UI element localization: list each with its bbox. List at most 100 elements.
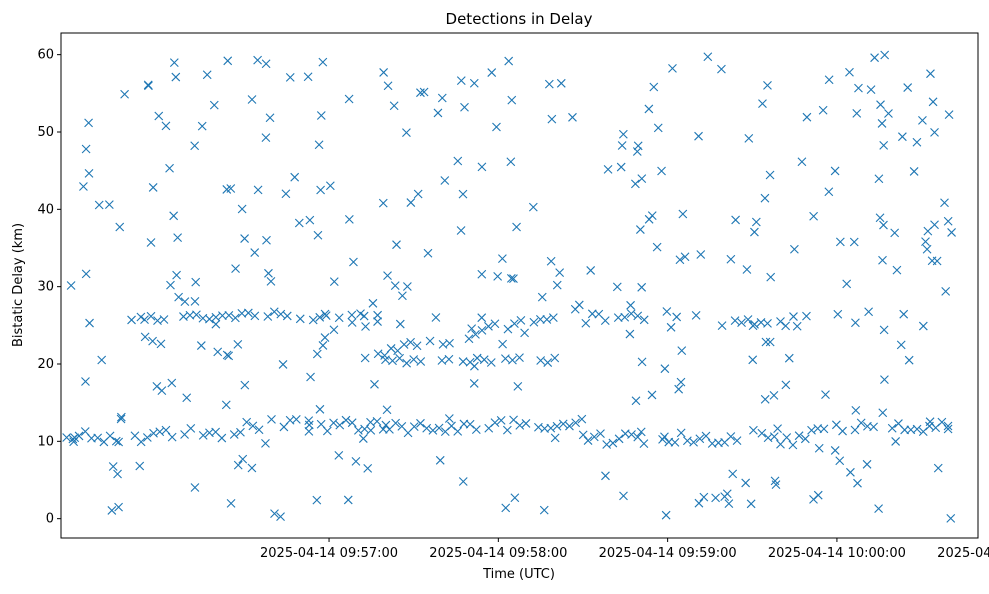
detection-point (626, 309, 636, 319)
detection-point (760, 394, 770, 404)
detection-point (172, 270, 181, 280)
detection-point (660, 364, 670, 374)
detection-point (682, 436, 692, 446)
detection-point (498, 339, 508, 349)
detection-point (395, 353, 404, 363)
x-tick-label: 2025-04-14 10:01:00 (937, 546, 989, 561)
detection-point (508, 355, 517, 365)
detection-point (378, 424, 388, 434)
detection-point (186, 424, 196, 433)
detection-point (547, 114, 557, 124)
detection-point (830, 166, 840, 176)
detection-point (269, 307, 279, 317)
detection-point (501, 354, 510, 364)
detection-point (270, 509, 279, 518)
detection-point (402, 128, 411, 138)
detection-point (878, 255, 887, 265)
detection-point (769, 391, 779, 400)
detection-point (923, 226, 933, 236)
detection-point (946, 513, 956, 523)
detection-point (928, 97, 938, 107)
detection-point (460, 102, 469, 112)
detection-point (254, 425, 264, 435)
detection-point (633, 311, 643, 321)
detection-point (878, 408, 888, 418)
detection-point (479, 355, 489, 365)
detection-point (81, 144, 91, 154)
detection-point (329, 418, 338, 428)
detection-point (358, 434, 368, 443)
y-tick-label: 30 (37, 280, 54, 295)
detection-point (412, 341, 422, 351)
detection-point (851, 318, 860, 328)
detection-point (639, 315, 649, 325)
detection-point (925, 417, 935, 427)
detection-point (113, 469, 122, 479)
detection-point (218, 311, 227, 321)
detection-point (456, 226, 466, 235)
detection-point (782, 433, 792, 442)
detection-point (391, 418, 401, 428)
detection-point (784, 353, 794, 363)
detection-point (726, 254, 736, 264)
detection-point (809, 211, 818, 221)
detection-point (329, 325, 339, 335)
detection-point (209, 100, 219, 110)
detection-point (229, 430, 239, 439)
detection-point (422, 423, 432, 433)
detection-point (433, 108, 443, 118)
detection-point (435, 455, 445, 465)
detection-point (849, 237, 859, 247)
detection-point (711, 493, 720, 503)
detection-point (802, 311, 811, 321)
detection-point (510, 319, 519, 329)
detection-point (746, 499, 756, 509)
detection-point (918, 321, 928, 331)
detection-point (146, 311, 156, 321)
detection-point (866, 85, 876, 94)
detection-point (742, 265, 752, 274)
detection-point (419, 87, 429, 97)
detection-point (909, 167, 919, 176)
detection-point (222, 185, 232, 194)
detection-point (154, 111, 164, 121)
detection-point (818, 105, 828, 115)
detection-point (565, 421, 574, 431)
detection-point (93, 433, 103, 443)
detection-point (174, 292, 183, 302)
detection-point (876, 100, 885, 110)
detection-point (612, 282, 622, 292)
detection-point (550, 353, 560, 363)
detection-point (657, 166, 666, 176)
detection-point (731, 215, 740, 225)
detection-point (877, 119, 887, 128)
detection-point (444, 354, 454, 364)
detection-point (347, 318, 357, 327)
detection-point (373, 317, 382, 326)
detection-point (315, 312, 325, 322)
detection-point (291, 414, 301, 424)
detection-point (504, 56, 514, 66)
detection-point (278, 360, 288, 369)
detection-point (190, 297, 200, 306)
detection-point (416, 418, 425, 428)
detection-point (583, 436, 593, 445)
detection-point (344, 94, 354, 104)
detection-point (379, 68, 389, 77)
detection-point (308, 315, 318, 325)
detection-point (329, 277, 339, 287)
detection-point (880, 50, 890, 60)
detection-point (879, 220, 888, 230)
detection-point (250, 248, 260, 257)
detection-point (484, 321, 493, 331)
detection-point (773, 424, 782, 434)
detection-point (409, 422, 419, 432)
detection-point (892, 265, 902, 275)
detection-point (680, 252, 690, 262)
detection-point (267, 414, 276, 424)
detection-point (626, 300, 635, 310)
detection-point (471, 425, 481, 435)
detection-point (587, 309, 597, 319)
detection-point (833, 309, 843, 319)
detection-point (890, 228, 900, 238)
